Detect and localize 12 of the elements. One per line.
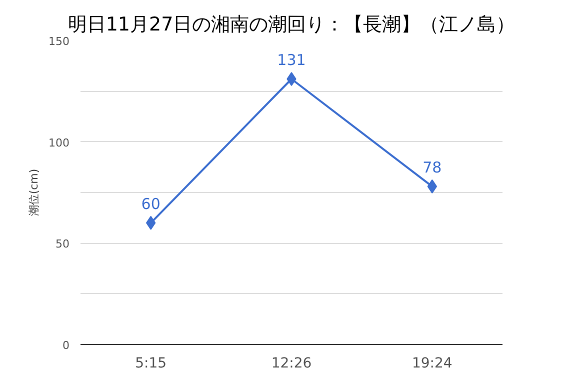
y-tick-label: 150 [48,35,70,48]
x-tick-label: 12:26 [271,356,312,372]
y-tick-label: 0 [62,339,70,352]
y-tick-label: 50 [56,238,70,251]
data-label: 60 [141,194,160,213]
x-tick-label: 19:24 [412,356,452,372]
data-label: 78 [422,158,442,176]
y-tick-label: 100 [48,136,70,150]
data-label: 131 [277,51,306,70]
chart-title: 明日11月27日の湘南の潮回り：【長潮】（江ノ島） [68,14,516,36]
y-axis-title: 潮位(cm) [28,168,41,216]
x-tick-label: 5:15 [135,356,167,372]
